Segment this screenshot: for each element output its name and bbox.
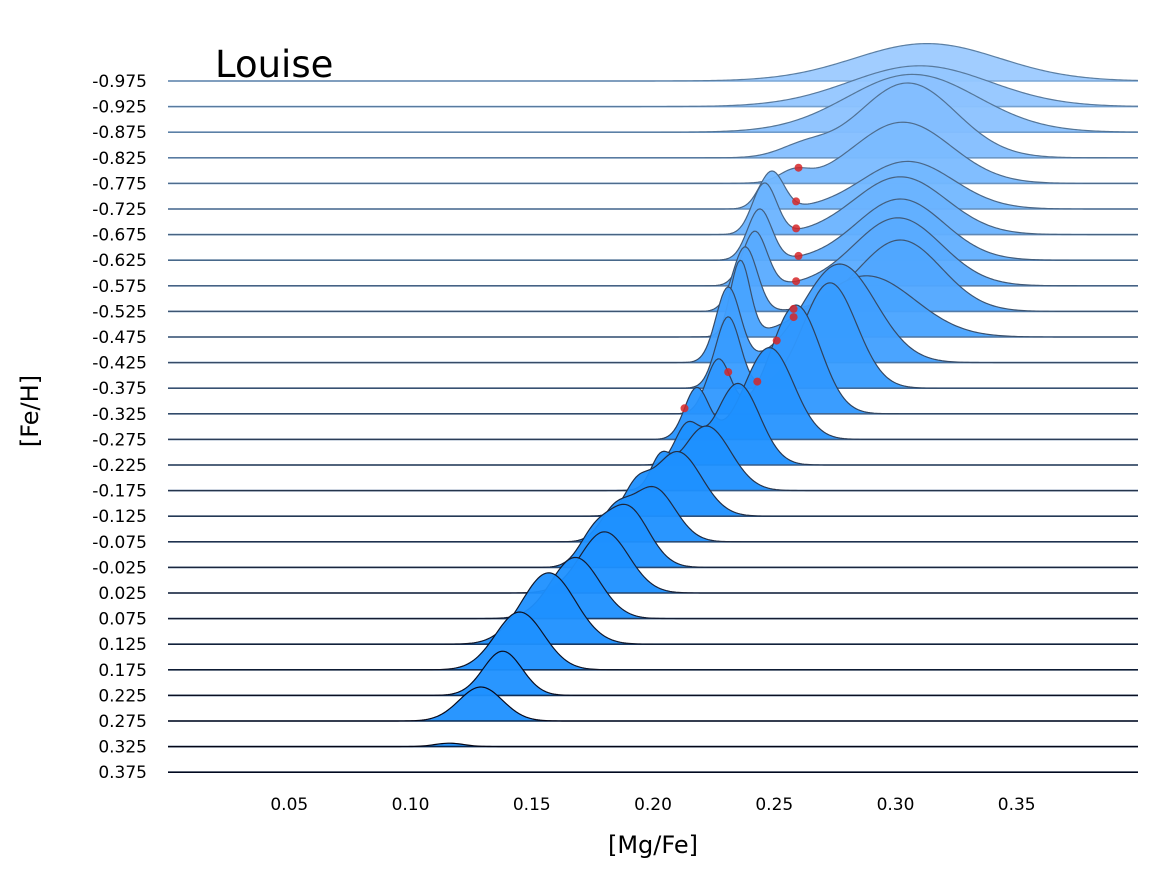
ridge-outline — [168, 347, 1138, 440]
ridge-outline — [168, 65, 1139, 108]
ridge-fill — [168, 347, 1138, 440]
ridge-fill — [168, 264, 1138, 363]
y-tick-labels: -0.975 -0.925 -0.875 -0.825 -0.775 -0.725 -0.6… — [92, 72, 147, 783]
y-axis-label: [Fe/H] — [16, 375, 44, 447]
ridge-outline — [168, 382, 1138, 466]
ridge-fill — [168, 651, 1138, 696]
y-tick-label: -0.725 — [92, 200, 147, 220]
ridge-fill — [168, 572, 1138, 645]
y-tick-label: 0.125 — [98, 635, 147, 655]
median-marker — [792, 277, 801, 286]
ridge-outline — [168, 82, 1138, 159]
median-marker — [792, 197, 801, 206]
ridge-outline — [168, 425, 1138, 492]
y-tick-label: -0.425 — [92, 354, 147, 374]
ridge-outline — [168, 217, 1138, 287]
ridge-outline — [168, 198, 1138, 261]
ridge-fill — [168, 451, 1138, 517]
x-tick-labels: 0.05 0.10 0.15 0.20 0.25 0.30 0.35 — [270, 795, 1035, 815]
x-tick-label: 0.25 — [755, 795, 793, 815]
ridge-outline — [168, 121, 1138, 184]
ridge-fill — [168, 504, 1138, 568]
median-marker — [724, 368, 733, 377]
ridge-fill — [168, 687, 1138, 721]
ridge-outline — [168, 556, 1138, 620]
median-marker — [680, 404, 689, 413]
ridge-outline — [168, 686, 1138, 722]
y-tick-label: -0.225 — [92, 456, 147, 476]
y-tick-label: -0.875 — [92, 123, 147, 143]
y-tick-label: 0.075 — [98, 610, 147, 630]
ridge-outline — [168, 43, 1139, 82]
ridge-outline — [168, 160, 1138, 210]
ridge-outline — [168, 572, 1138, 645]
x-tick-label: 0.15 — [513, 795, 551, 815]
y-tick-label: 0.325 — [98, 738, 147, 758]
x-tick-label: 0.10 — [392, 795, 430, 815]
y-tick-label: -0.275 — [92, 430, 147, 450]
median-marker — [794, 163, 803, 172]
ridge-outline — [168, 304, 1138, 415]
y-tick-label: -0.825 — [92, 149, 147, 169]
median-marker — [794, 251, 803, 260]
median-marker — [772, 336, 781, 345]
ridge-outline — [168, 282, 1138, 389]
x-tick-label: 0.35 — [998, 795, 1036, 815]
y-tick-label: 0.175 — [98, 661, 147, 681]
ridge-fill — [168, 260, 1138, 337]
x-tick-label: 0.05 — [270, 795, 308, 815]
y-tick-label: -0.325 — [92, 405, 147, 425]
ridge-outline — [168, 259, 1138, 338]
ridge-fill — [168, 240, 1138, 312]
y-tick-label: -0.375 — [92, 379, 147, 399]
median-marker — [789, 304, 798, 313]
y-tick-label: -0.675 — [92, 226, 147, 246]
y-tick-label: 0.025 — [98, 584, 147, 604]
x-axis-label: [Mg/Fe] — [608, 831, 698, 859]
x-tick-label: 0.20 — [634, 795, 672, 815]
ridge-fill — [168, 612, 1138, 670]
ridge-fill — [168, 305, 1138, 414]
ridge-fill — [168, 486, 1138, 542]
y-tick-label: -0.625 — [92, 251, 147, 271]
ridge-outline — [168, 650, 1138, 696]
chart-title: Louise — [215, 43, 333, 86]
median-marker — [792, 224, 801, 233]
y-tick-label: -0.025 — [92, 558, 147, 578]
ridge-outline — [168, 531, 1138, 594]
y-tick-label: -0.775 — [92, 174, 147, 194]
ridge-outline — [168, 485, 1138, 543]
ridge-fill — [168, 383, 1138, 465]
y-tick-label: -0.475 — [92, 328, 147, 348]
median-markers — [680, 163, 803, 413]
ridge-fill — [168, 161, 1138, 209]
y-tick-label: -0.175 — [92, 482, 147, 502]
ridge-outline — [168, 742, 1138, 748]
ridge-outline — [168, 611, 1138, 671]
y-tick-label: 0.225 — [98, 686, 147, 706]
median-marker — [789, 313, 798, 322]
y-tick-label: 0.375 — [98, 763, 147, 783]
ridge-outline — [168, 176, 1138, 236]
y-tick-label: -0.125 — [92, 507, 147, 527]
ridge-outline — [168, 239, 1138, 312]
y-tick-label: 0.275 — [98, 712, 147, 732]
x-tick-label: 0.30 — [877, 795, 915, 815]
y-tick-label: -0.525 — [92, 302, 147, 322]
median-marker — [753, 377, 762, 386]
y-tick-label: -0.575 — [92, 277, 147, 297]
y-tick-label: -0.975 — [92, 72, 147, 92]
ridge-outline — [168, 73, 1139, 133]
ridge-outline — [168, 450, 1138, 517]
y-tick-label: -0.925 — [92, 98, 147, 118]
y-tick-label: -0.075 — [92, 533, 147, 553]
ridge-outline — [168, 503, 1138, 568]
ridges-group — [168, 43, 1139, 774]
ridge-outline — [168, 263, 1138, 364]
